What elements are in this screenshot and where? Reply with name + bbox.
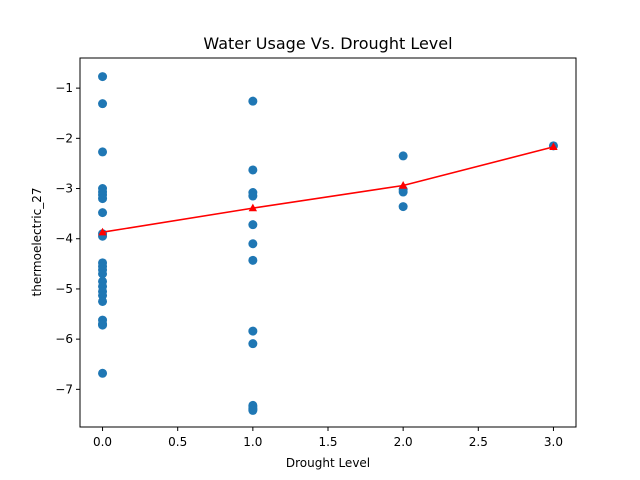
scatter-point [248,96,258,106]
scatter-point [248,339,258,349]
x-axis-label: Drought Level [286,456,370,470]
scatter-point [398,202,408,212]
y-tick-label: −7 [55,382,73,396]
x-tick-label: 0.0 [93,435,112,449]
y-tick-label: −5 [55,282,73,296]
scatter-point [98,72,108,82]
scatter-point [248,405,258,415]
trend-line [102,146,554,233]
scatter-point [98,147,108,157]
x-tick-label: 1.5 [318,435,337,449]
plot-background [80,58,576,427]
y-axis-label: thermoelectric_27 [30,188,44,297]
scatter-point [248,255,258,265]
y-tick-label: −4 [55,232,73,246]
data-marks [98,72,558,415]
trend-marker [98,227,107,236]
scatter-point [98,194,108,204]
scatter-point [248,191,258,201]
trend-marker [248,203,258,212]
y-tick-label: −1 [55,81,73,95]
scatter-point [248,165,258,175]
scatter-point [248,220,258,230]
scatter-point [248,326,258,336]
y-tick-label: −2 [55,131,73,145]
trend-marker [549,142,558,151]
x-tick-label: 0.5 [168,435,187,449]
plot-area [79,57,577,428]
scatter-point [98,99,108,109]
scatter-point [98,269,108,279]
scatter-point [98,368,108,378]
scatter-point [398,151,408,161]
x-tick-label: 2.0 [394,435,413,449]
x-axis: 0.0 0.5 1.0 1.5 2.0 2.5 3.0 [93,427,563,449]
scatter-point [98,208,108,218]
scatter-point [98,296,108,306]
scatter-point [398,187,408,197]
y-tick-label: −3 [55,182,73,196]
x-tick-label: 2.5 [469,435,488,449]
x-tick-label: 1.0 [243,435,262,449]
trend-marker [398,181,408,189]
y-axis: −7 −6 −5 −4 −3 −2 −1 [55,81,80,396]
chart-title: Water Usage Vs. Drought Level [203,34,452,53]
scatter-point [248,239,258,249]
scatter-point [98,320,108,330]
x-tick-label: 3.0 [544,435,563,449]
y-tick-label: −6 [55,332,73,346]
